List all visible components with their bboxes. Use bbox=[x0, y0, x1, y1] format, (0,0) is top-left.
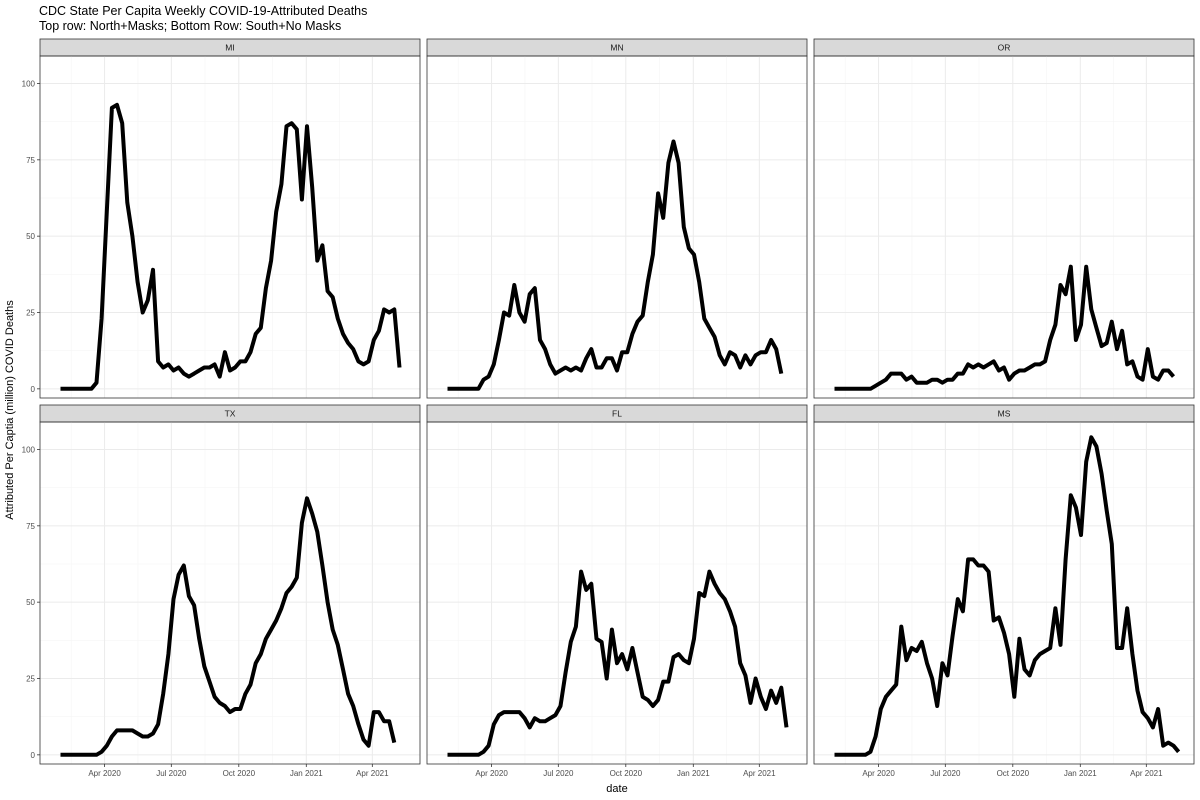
x-tick-label: Jan 2021 bbox=[290, 769, 323, 778]
series-line-fl bbox=[447, 569, 789, 757]
series-line-ms bbox=[834, 435, 1181, 757]
x-tick-label: Oct 2020 bbox=[997, 769, 1030, 778]
facet-strip-label: FL bbox=[612, 409, 622, 419]
gridlines bbox=[814, 56, 1194, 398]
panel-fl: FL Apr 2020 Jul 2020 Oct 2020 Jan 2021 Apr 20… bbox=[426, 404, 808, 778]
panel-ms: MS Apr 2020 Jul 2020 Oct 2020 Jan 2021 Apr 20… bbox=[813, 404, 1195, 778]
panel-border bbox=[39, 55, 421, 399]
x-tick-label: Apr 2021 bbox=[743, 769, 776, 778]
panel-border bbox=[426, 55, 808, 399]
y-tick-label: 75 bbox=[26, 522, 35, 531]
series-line-mn bbox=[447, 139, 784, 391]
y-tick-label: 25 bbox=[26, 309, 35, 318]
gridlines bbox=[427, 56, 807, 398]
x-tick-label: Jan 2021 bbox=[1064, 769, 1097, 778]
series-line-tx bbox=[60, 496, 397, 757]
gridlines bbox=[40, 422, 420, 764]
y-tick-label: 50 bbox=[26, 598, 35, 607]
y-axis-title: Attributed Per Captia (million) COVID De… bbox=[4, 300, 16, 520]
y-tick-label: 100 bbox=[22, 79, 36, 88]
x-tick-label: Apr 2021 bbox=[1130, 769, 1163, 778]
facet-strip-label: MS bbox=[998, 409, 1011, 419]
panel-mi: MI 0 25 50 75 100 bbox=[22, 38, 421, 399]
facet-strip-label: MI bbox=[225, 43, 234, 53]
y-tick-label: 0 bbox=[31, 385, 36, 394]
chart-subtitle: Top row: North+Masks; Bottom Row: South+… bbox=[39, 19, 341, 33]
x-axis-title: date bbox=[606, 783, 627, 795]
panel-or: OR bbox=[813, 38, 1195, 399]
panel-border bbox=[813, 55, 1195, 399]
x-tick-label: Oct 2020 bbox=[610, 769, 643, 778]
x-tick-label: Apr 2020 bbox=[475, 769, 508, 778]
series-line-mi bbox=[60, 102, 402, 391]
y-tick-label: 50 bbox=[26, 232, 35, 241]
x-tick-label: Jul 2020 bbox=[543, 769, 574, 778]
y-tick-label: 0 bbox=[31, 751, 36, 760]
gridlines bbox=[427, 422, 807, 764]
y-tick-label: 25 bbox=[26, 675, 35, 684]
gridlines bbox=[814, 422, 1194, 764]
x-tick-label: Jul 2020 bbox=[156, 769, 187, 778]
facet-strip-label: MN bbox=[610, 43, 623, 53]
x-tick-label: Apr 2021 bbox=[356, 769, 389, 778]
panel-border bbox=[39, 421, 421, 765]
x-tick-label: Oct 2020 bbox=[223, 769, 256, 778]
series-line-or bbox=[834, 264, 1176, 391]
x-tick-label: Jul 2020 bbox=[930, 769, 961, 778]
facet-panels: MI 0 25 50 75 100 MN OR TX 0 25 50 75 100 Apr 2020 Jul … bbox=[22, 38, 1195, 778]
y-tick-label: 100 bbox=[22, 445, 36, 454]
panel-border bbox=[426, 421, 808, 765]
facet-strip-label: TX bbox=[225, 409, 236, 419]
panel-border bbox=[813, 421, 1195, 765]
gridlines bbox=[40, 56, 420, 398]
x-tick-label: Apr 2020 bbox=[862, 769, 895, 778]
panel-tx: TX 0 25 50 75 100 Apr 2020 Jul 2020 Oct 2020 Jan … bbox=[22, 404, 421, 778]
facet-strip-label: OR bbox=[998, 43, 1011, 53]
panel-mn: MN bbox=[426, 38, 808, 399]
y-tick-label: 75 bbox=[26, 156, 35, 165]
chart-title: CDC State Per Capita Weekly COVID-19-Att… bbox=[39, 4, 367, 18]
x-tick-label: Apr 2020 bbox=[88, 769, 121, 778]
x-tick-label: Jan 2021 bbox=[677, 769, 710, 778]
